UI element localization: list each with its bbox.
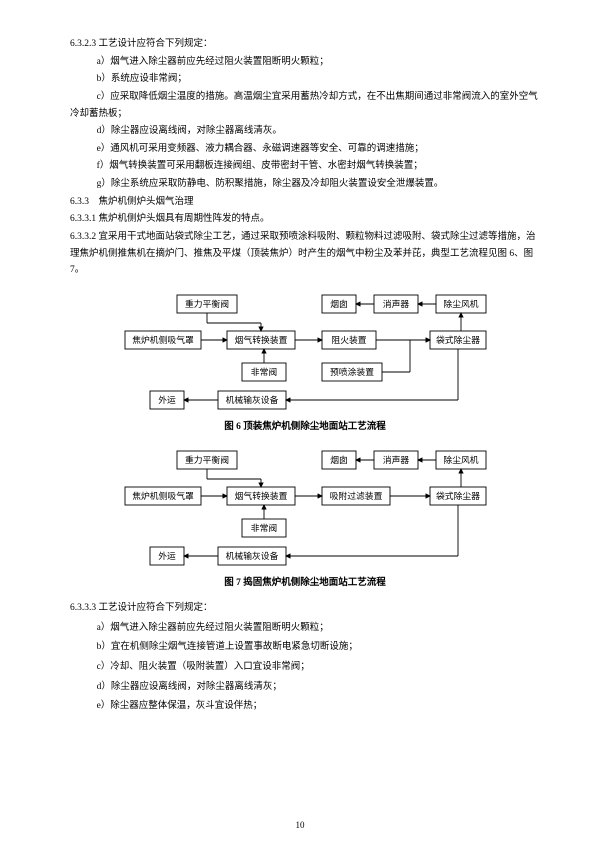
svg-text:焦炉机侧吸气罩: 焦炉机侧吸气罩: [132, 490, 194, 501]
page-number: 10: [0, 818, 600, 834]
svg-text:外运: 外运: [158, 394, 176, 405]
caption-figure-6: 图 6 顶装焦炉机侧除尘地面站工艺流程: [70, 419, 540, 436]
svg-text:预喷涂装置: 预喷涂装置: [330, 366, 374, 377]
svg-text:非常阀: 非常阀: [251, 522, 278, 533]
svg-text:阻火装置: 阻火装置: [331, 334, 366, 345]
svg-text:机械输灰设备: 机械输灰设备: [226, 550, 279, 561]
svg-text:烟气转换装置: 烟气转换装置: [235, 334, 288, 345]
diagram-6-flowchart: 重力平衡阀 烟囱 消声器 除尘风机 焦炉机侧吸气罩 烟气转换装置 阻火装置 袋式…: [70, 287, 540, 415]
heading-6-3-3-1: 6.3.3.1 焦炉机侧炉头烟具有周期性阵发的特点。: [70, 211, 540, 228]
svg-text:消声器: 消声器: [383, 454, 410, 465]
item-g: g）除尘系统应采取防静电、防积聚措施，除尘器及冷却阻火装置设安全泄爆装置。: [70, 176, 540, 193]
svg-text:烟囱: 烟囱: [330, 454, 348, 465]
item-d-2: d）除尘器应设离线阀，对除尘器离线清灰；: [70, 679, 540, 696]
svg-text:重力平衡阀: 重力平衡阀: [185, 298, 229, 309]
heading-6-3-2-3: 6.3.2.3 工艺设计应符合下列规定：: [70, 36, 540, 53]
svg-text:重力平衡阀: 重力平衡阀: [185, 454, 229, 465]
heading-6-3-3: 6.3.3 焦炉机侧炉头烟气治理: [70, 194, 540, 211]
svg-text:焦炉机侧吸气罩: 焦炉机侧吸气罩: [132, 334, 194, 345]
svg-text:袋式除尘器: 袋式除尘器: [436, 334, 480, 345]
svg-text:袋式除尘器: 袋式除尘器: [436, 490, 480, 501]
svg-text:除尘风机: 除尘风机: [443, 298, 478, 309]
svg-text:非常阀: 非常阀: [251, 366, 278, 377]
svg-text:除尘风机: 除尘风机: [443, 454, 478, 465]
svg-text:机械输灰设备: 机械输灰设备: [226, 394, 279, 405]
item-c-2: c）冷却、阻火装置（吸附装置）入口宜设非常阀；: [70, 659, 540, 676]
item-b-2: b）宜在机侧除尘烟气连接管道上设置事故断电紧急切断设施；: [70, 639, 540, 656]
item-c: c）应采取降低烟尘温度的措施。高温烟尘宜采用蓄热冷却方式，在不出焦期间通过非常阀…: [70, 89, 540, 122]
item-f: f）烟气转换装置可采用翻板连接阀组、皮带密封干管、水密封烟气转换装置；: [70, 158, 540, 175]
svg-text:烟囱: 烟囱: [330, 298, 348, 309]
svg-text:吸附过滤装置: 吸附过滤装置: [330, 490, 383, 501]
item-e: e）通风机可采用变频器、液力耦合器、永磁调速器等安全、可靠的调速措施；: [70, 141, 540, 158]
caption-figure-7: 图 7 捣固焦炉机侧除尘地面站工艺流程: [70, 575, 540, 592]
item-a-2: a）烟气进入除尘器前应先经过阻火装置阻断明火颗粒；: [70, 620, 540, 637]
item-e-2: e）除尘器应整体保温，灰斗宜设伴热；: [70, 698, 540, 715]
item-d: d）除尘器应设离线阀，对除尘器离线清灰。: [70, 123, 540, 140]
heading-6-3-3-2: 6.3.3.2 宜采用干式地面站袋式除尘工艺，通过采取预喷涂料吸附、颗粒物料过滤…: [70, 229, 540, 279]
svg-text:消声器: 消声器: [383, 298, 410, 309]
diagram-7-flowchart: 重力平衡阀 烟囱 消声器 除尘风机 焦炉机侧吸气罩 烟气转换装置 吸附过滤装置 …: [70, 443, 540, 571]
svg-text:外运: 外运: [158, 550, 176, 561]
item-a: a）烟气进入除尘器前应先经过阻火装置阻断明火颗粒；: [70, 54, 540, 71]
item-b: b）系统应设非常阀；: [70, 71, 540, 88]
svg-text:烟气转换装置: 烟气转换装置: [235, 490, 288, 501]
heading-6-3-3-3: 6.3.3.3 工艺设计应符合下列规定：: [70, 600, 540, 617]
